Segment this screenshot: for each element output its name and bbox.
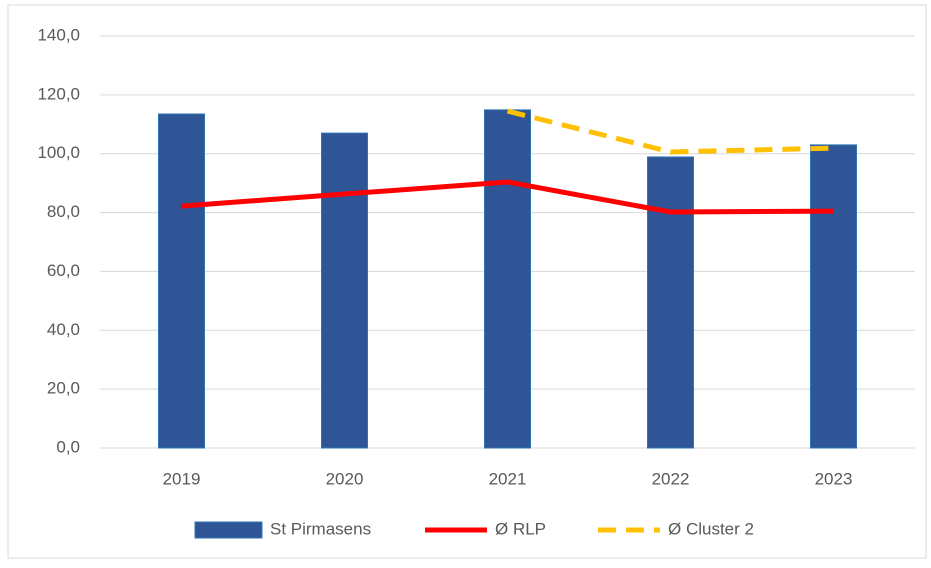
y-tick-label: 0,0: [56, 437, 80, 456]
line-series: [181, 179, 834, 215]
y-tick-label: 20,0: [47, 379, 80, 398]
y-tick-label: 40,0: [47, 320, 80, 339]
bar: [810, 144, 857, 449]
y-tick-label: 60,0: [47, 261, 80, 280]
bar: [647, 156, 694, 449]
bar: [321, 132, 368, 449]
x-tick-label: 2020: [326, 469, 364, 488]
y-tick-label: 80,0: [47, 202, 80, 221]
x-tick-label: 2019: [163, 469, 201, 488]
bar: [158, 113, 205, 449]
line-series: [506, 108, 834, 155]
legend-swatch: [194, 521, 263, 539]
legend-label: Ø RLP: [495, 519, 546, 538]
legend-label: Ø Cluster 2: [668, 519, 754, 538]
x-tick-label: 2021: [489, 469, 527, 488]
x-tick-label: 2023: [815, 469, 853, 488]
chart-frame: [7, 4, 927, 559]
y-tick-label: 140,0: [37, 25, 80, 44]
y-tick-label: 120,0: [37, 84, 80, 103]
legend-label: St Pirmasens: [270, 519, 371, 538]
x-tick-label: 2022: [652, 469, 690, 488]
y-tick-label: 100,0: [37, 143, 80, 162]
bar: [484, 109, 531, 449]
